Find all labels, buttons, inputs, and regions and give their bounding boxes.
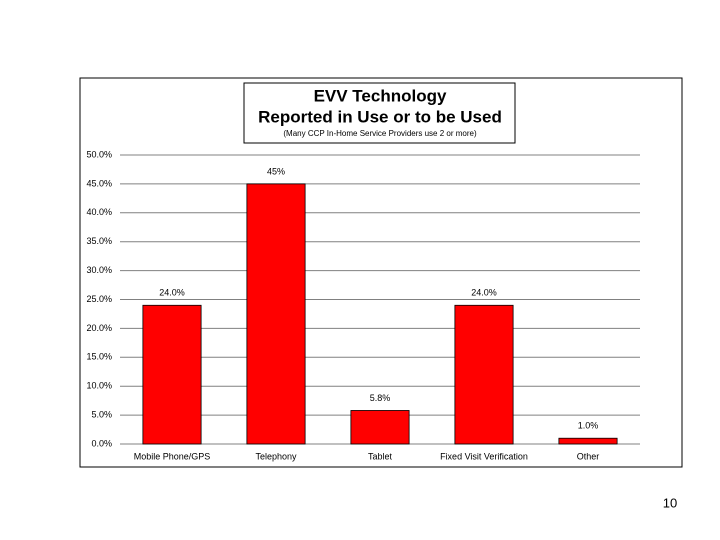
- data-label: 45%: [267, 166, 285, 176]
- y-tick-label: 35.0%: [86, 236, 112, 246]
- chart-subtitle: (Many CCP In-Home Service Providers use …: [283, 129, 477, 138]
- chart-title: EVV Technology: [314, 86, 447, 105]
- bar: [246, 183, 306, 445]
- bar: [142, 304, 202, 445]
- x-tick-label: Telephony: [255, 451, 297, 461]
- bar: [350, 410, 410, 445]
- chart-title: Reported in Use or to be Used: [258, 107, 502, 126]
- slide-number: 10: [663, 495, 677, 510]
- y-tick-label: 0.0%: [91, 438, 112, 448]
- y-tick-label: 50.0%: [86, 149, 112, 159]
- y-tick-label: 40.0%: [86, 207, 112, 217]
- y-tick-label: 5.0%: [91, 409, 112, 419]
- y-tick-label: 15.0%: [86, 352, 112, 362]
- title-box: [243, 82, 516, 144]
- data-label: 5.8%: [370, 393, 391, 403]
- bar: [454, 304, 514, 445]
- x-tick-label: Other: [577, 451, 600, 461]
- y-tick-label: 20.0%: [86, 323, 112, 333]
- data-label: 24.0%: [159, 288, 185, 298]
- x-tick-label: Fixed Visit Verification: [440, 451, 528, 461]
- bar: [558, 437, 618, 445]
- data-label: 1.0%: [578, 421, 599, 431]
- y-tick-label: 10.0%: [86, 381, 112, 391]
- y-tick-label: 25.0%: [86, 294, 112, 304]
- y-tick-label: 45.0%: [86, 178, 112, 188]
- x-tick-label: Mobile Phone/GPS: [134, 451, 211, 461]
- x-tick-label: Tablet: [368, 451, 393, 461]
- y-tick-label: 30.0%: [86, 265, 112, 275]
- data-label: 24.0%: [471, 288, 497, 298]
